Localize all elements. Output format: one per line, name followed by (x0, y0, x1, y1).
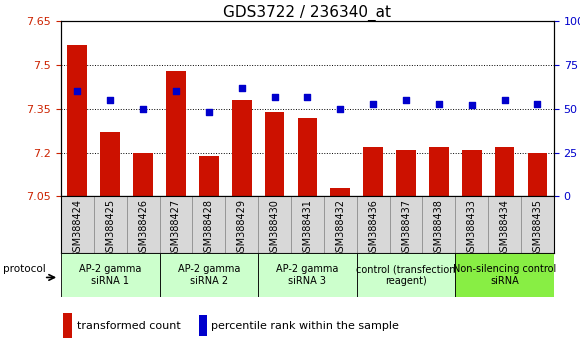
Bar (495, 147, 514, 196)
Bar (396, 150, 416, 196)
Text: GSM388435: GSM388435 (532, 199, 542, 258)
Bar (363, 147, 383, 196)
Bar (63, 313, 72, 338)
Point (171, 88, 180, 94)
Bar (429, 147, 449, 196)
Bar (521, 196, 554, 253)
Bar (199, 155, 219, 196)
Bar (133, 153, 153, 196)
Bar (193, 196, 225, 253)
Point (467, 103, 476, 108)
Bar (264, 112, 284, 196)
Text: GSM388438: GSM388438 (434, 199, 444, 258)
Point (533, 101, 542, 107)
Bar (160, 253, 258, 297)
Bar (291, 196, 324, 253)
Text: AP-2 gamma
siRNA 1: AP-2 gamma siRNA 1 (79, 264, 142, 286)
Text: GSM388429: GSM388429 (237, 199, 246, 258)
Text: GSM388427: GSM388427 (171, 199, 181, 258)
Bar (160, 196, 193, 253)
Text: GSM388433: GSM388433 (467, 199, 477, 258)
Bar (422, 196, 455, 253)
Text: GSM388432: GSM388432 (335, 199, 345, 258)
Bar (462, 150, 481, 196)
Text: AP-2 gamma
siRNA 2: AP-2 gamma siRNA 2 (177, 264, 240, 286)
Bar (225, 196, 258, 253)
Bar (199, 315, 207, 336)
Point (368, 101, 378, 107)
Bar (258, 196, 291, 253)
Point (72, 88, 82, 94)
Bar (455, 253, 554, 297)
Text: GSM388430: GSM388430 (270, 199, 280, 258)
Text: Non-silencing control
siRNA: Non-silencing control siRNA (453, 264, 556, 286)
Bar (67, 45, 87, 196)
Point (434, 101, 444, 107)
Point (401, 97, 411, 103)
Bar (331, 188, 350, 196)
Text: transformed count: transformed count (77, 321, 180, 331)
Bar (61, 196, 94, 253)
Point (303, 94, 312, 99)
Text: percentile rank within the sample: percentile rank within the sample (211, 321, 399, 331)
Text: GSM388436: GSM388436 (368, 199, 378, 258)
Text: AP-2 gamma
siRNA 3: AP-2 gamma siRNA 3 (276, 264, 339, 286)
Text: GSM388425: GSM388425 (105, 199, 115, 258)
Bar (258, 253, 357, 297)
Bar (390, 196, 422, 253)
Point (106, 97, 115, 103)
Point (500, 97, 509, 103)
Text: GSM388431: GSM388431 (302, 199, 313, 258)
Bar (298, 118, 317, 196)
Text: protocol: protocol (3, 264, 46, 274)
Bar (126, 196, 160, 253)
Bar (455, 196, 488, 253)
Text: GSM388424: GSM388424 (72, 199, 82, 258)
Bar (94, 196, 126, 253)
Point (139, 106, 148, 112)
Bar (488, 196, 521, 253)
Bar (357, 253, 455, 297)
Bar (166, 71, 186, 196)
Bar (100, 132, 120, 196)
Bar (61, 253, 160, 297)
Point (204, 109, 213, 115)
Point (237, 85, 246, 91)
Title: GDS3722 / 236340_at: GDS3722 / 236340_at (223, 5, 392, 21)
Text: GSM388434: GSM388434 (499, 199, 510, 258)
Text: GSM388428: GSM388428 (204, 199, 214, 258)
Text: GSM388437: GSM388437 (401, 199, 411, 258)
Bar (528, 153, 548, 196)
Point (336, 106, 345, 112)
Text: control (transfection
reagent): control (transfection reagent) (356, 264, 456, 286)
Bar (357, 196, 390, 253)
Bar (324, 196, 357, 253)
Text: GSM388426: GSM388426 (138, 199, 148, 258)
Point (270, 94, 279, 99)
Bar (232, 100, 252, 196)
